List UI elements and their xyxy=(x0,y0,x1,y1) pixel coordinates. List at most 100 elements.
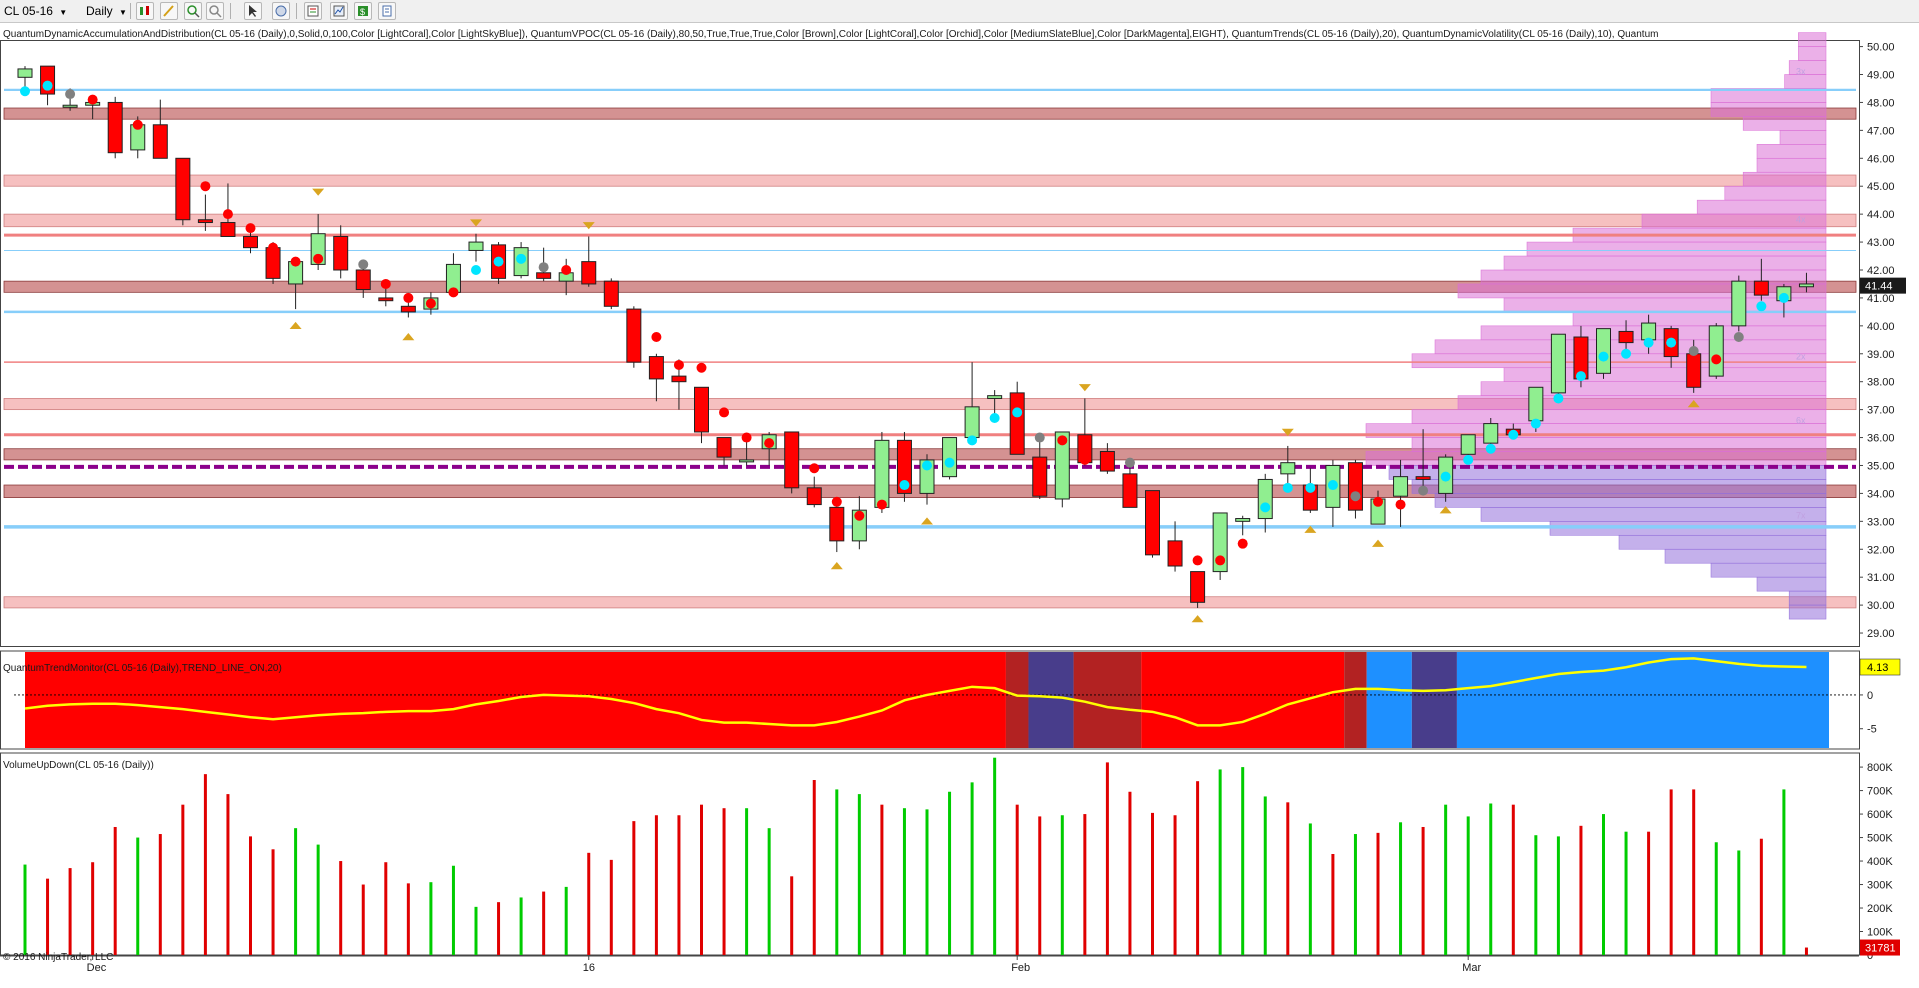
triangle-down-marker xyxy=(312,188,325,196)
bar-style-icon[interactable] xyxy=(136,2,154,20)
volume-profile-bar xyxy=(1756,157,1827,173)
zoom-out-icon[interactable] xyxy=(206,2,224,20)
y-tick-label: 400K xyxy=(1867,856,1893,868)
volume-bar xyxy=(1218,769,1222,955)
candle-up xyxy=(874,439,890,508)
volume-profile-bar xyxy=(1710,562,1827,578)
last-price-badge xyxy=(1860,277,1906,294)
volume-panel-frame xyxy=(0,752,1860,956)
trend-dot xyxy=(1621,348,1632,359)
trend-dot xyxy=(1350,491,1361,502)
price-axes: 29.00 30.00 31.00 32.00 33.00 34.00 35.00 36.00… xyxy=(1859,42,1906,962)
trend-dot xyxy=(1575,371,1586,382)
volume-profile-bar xyxy=(1779,130,1827,145)
volume-profile-label: 4x xyxy=(1796,215,1806,225)
y-tick-label: 41.00 xyxy=(1867,293,1895,305)
volume-profile-bar xyxy=(1480,269,1827,285)
triangle-down-marker xyxy=(1078,384,1091,392)
trend-dot xyxy=(1057,435,1068,446)
toolbar-divider xyxy=(130,3,131,19)
volume-bar xyxy=(249,836,252,955)
trend-dot xyxy=(1215,555,1226,566)
volume-profile: 3x 4x 2x 6x 7x xyxy=(1365,32,1827,620)
candle-up xyxy=(987,395,1003,399)
trend-dot xyxy=(493,256,504,267)
y-tick-label: 38.00 xyxy=(1867,377,1895,389)
resistance-zone xyxy=(3,280,1857,293)
candle-up xyxy=(1641,322,1657,341)
zoom-in-icon[interactable] xyxy=(184,2,202,20)
candle-up xyxy=(1460,434,1476,455)
volume-bar xyxy=(970,782,974,955)
trend-dot xyxy=(989,413,1000,424)
volume-profile-bar xyxy=(1710,102,1827,117)
y-tick-label: 500K xyxy=(1867,833,1893,845)
chart-canvas[interactable]: 3x 4x 2x 6x 7x 29.00 30.00 31.00 32.00 33.00 34.0… xyxy=(0,23,1919,988)
data-box-icon[interactable] xyxy=(304,2,322,20)
trend-dot xyxy=(899,480,910,491)
trend-regime-band xyxy=(1028,652,1074,748)
volume-bar xyxy=(902,808,906,955)
draw-pencil-icon[interactable] xyxy=(160,2,178,20)
trend-dot xyxy=(200,181,211,192)
trend-monitor-title: QuantumTrendMonitor(CL 05-16 (Daily),TRE… xyxy=(3,663,282,674)
last-price-label: 41.44 xyxy=(1865,281,1893,293)
trend-dot xyxy=(1124,457,1135,468)
y-tick-label: 50.00 xyxy=(1867,42,1895,54)
volume-bar xyxy=(226,794,230,955)
volume-bar xyxy=(857,794,861,955)
trend-dot xyxy=(944,457,955,468)
candle-down xyxy=(152,124,168,159)
period-selector[interactable]: Daily ▼ xyxy=(86,3,127,19)
volume-bar xyxy=(1173,815,1177,955)
y-tick-label: 0 xyxy=(1867,950,1873,962)
volume-panel xyxy=(23,757,1808,955)
volume-bar xyxy=(1286,802,1290,955)
volume-bar xyxy=(1534,835,1538,955)
triangle-down-marker xyxy=(1281,428,1294,436)
trend-dot xyxy=(313,253,324,264)
trend-dot xyxy=(448,287,459,298)
candle-up xyxy=(17,68,33,78)
trend-dot xyxy=(245,223,256,234)
trend-dot xyxy=(561,264,572,275)
trend-dot xyxy=(1643,337,1654,348)
triangle-down-marker xyxy=(582,222,595,230)
volume-bar xyxy=(158,834,162,955)
y-tick-label: 34.00 xyxy=(1867,488,1895,500)
y-tick-label: 42.00 xyxy=(1867,265,1895,277)
candle-down xyxy=(896,439,912,494)
indicator-icon[interactable] xyxy=(378,2,396,20)
properties-icon[interactable] xyxy=(272,2,290,20)
volume-profile-bar xyxy=(1411,479,1827,494)
trend-dot xyxy=(1530,418,1541,429)
volume-profile-bar xyxy=(1798,46,1827,61)
trend-regime-band xyxy=(1456,652,1829,748)
y-tick-label: 100K xyxy=(1867,927,1893,939)
volume-bar xyxy=(429,882,433,955)
chart-trader-icon[interactable] xyxy=(330,2,348,20)
trend-dots xyxy=(20,80,1789,566)
y-tick-label: 36.00 xyxy=(1867,433,1895,445)
trend-regime-band xyxy=(1411,652,1457,748)
trend-dot xyxy=(1305,482,1316,493)
volume-bar xyxy=(1038,816,1042,955)
select-cursor-icon[interactable] xyxy=(244,2,262,20)
volume-bar xyxy=(1083,814,1087,955)
trend-value-badge xyxy=(1859,658,1901,676)
instrument-selector[interactable]: CL 05-16 ▼ xyxy=(4,3,67,19)
trend-dot xyxy=(673,359,684,370)
trend-dot xyxy=(380,278,391,289)
trend-dot xyxy=(1012,407,1023,418)
volume-profile-bar xyxy=(1365,451,1827,466)
y-tick-label: 43.00 xyxy=(1867,237,1895,249)
toolbar-divider xyxy=(296,3,297,19)
volume-bar xyxy=(993,757,997,955)
volume-value-label: 31781 xyxy=(1865,943,1896,955)
volume-profile-bar xyxy=(1434,493,1827,508)
y-tick-label: 0 xyxy=(1867,690,1873,702)
y-tick-label: 32.00 xyxy=(1867,544,1895,556)
volume-bar xyxy=(835,789,839,955)
strategy-icon[interactable]: $ xyxy=(354,2,372,20)
trend-dot xyxy=(1327,480,1338,491)
